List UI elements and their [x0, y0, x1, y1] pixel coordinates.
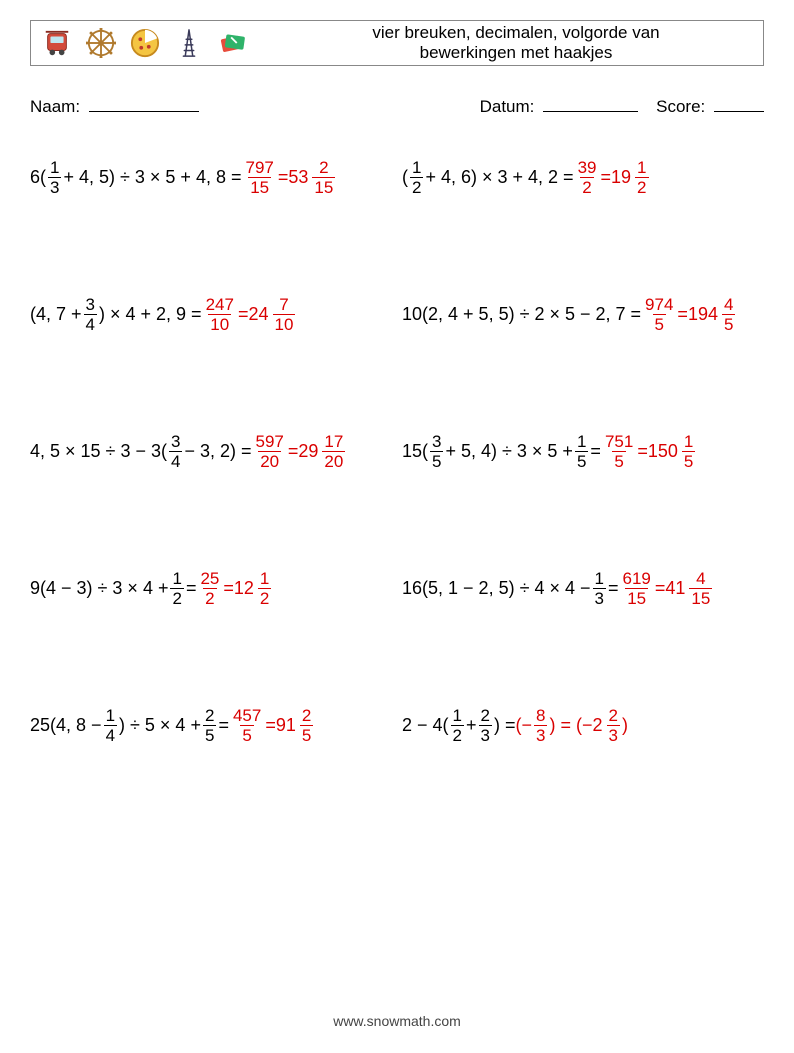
expression: (12 + 4, 6) × 3 + 4, 2 = — [402, 159, 574, 196]
expression: (4, 7 + 34) × 4 + 2, 9 = — [30, 296, 202, 333]
problems-grid: 6(13 + 4, 5) ÷ 3 × 5 + 4, 8 = 79715 = 53… — [30, 159, 764, 744]
name-label: Naam: — [30, 97, 80, 116]
fraction: 12 — [410, 159, 423, 196]
tickets-icon — [217, 27, 249, 59]
fraction: 392 — [576, 159, 599, 196]
answer: 392 = 1912 — [574, 159, 651, 196]
pizza-icon — [129, 27, 161, 59]
footer-text: www.snowmath.com — [333, 1013, 461, 1029]
mixed-number: 1912 — [611, 159, 651, 196]
answer: (−83) = (−223) — [516, 707, 628, 744]
answer: 61915 = 41415 — [618, 570, 714, 607]
fraction: 59720 — [253, 433, 285, 470]
problem-3: (4, 7 + 34) × 4 + 2, 9 = 24710 = 24710 — [30, 296, 392, 333]
eiffel-icon — [173, 27, 205, 59]
expression: 2 − 4(12 + 23) = — [402, 707, 516, 744]
fraction: 15 — [575, 433, 588, 470]
answer: 252 = 1212 — [196, 570, 273, 607]
fraction: 13 — [48, 159, 61, 196]
wheel-icon — [85, 27, 117, 59]
footer: www.snowmath.com — [0, 1013, 794, 1029]
tram-icon — [41, 27, 73, 59]
answer: 79715 = 53215 — [241, 159, 337, 196]
title-line-1: vier breuken, decimalen, volgorde van — [372, 23, 659, 42]
fraction: 34 — [169, 433, 182, 470]
name-field: Naam: — [30, 94, 199, 117]
expression: 16(5, 1 − 2, 5) ÷ 4 × 4 − 13 = — [402, 570, 618, 607]
fraction: 61915 — [620, 570, 652, 607]
fraction: 14 — [104, 707, 117, 744]
header-box: vier breuken, decimalen, volgorde van be… — [30, 20, 764, 66]
title-line-2: bewerkingen met haakjes — [420, 43, 613, 62]
problem-2: (12 + 4, 6) × 3 + 4, 2 = 392 = 1912 — [402, 159, 764, 196]
fraction: 252 — [198, 570, 221, 607]
score-field: Score: — [656, 94, 764, 117]
meta-row: Naam: Datum: Score: — [30, 94, 764, 117]
problem-7: 9(4 − 3) ÷ 3 × 4 + 12 = 252 = 1212 — [30, 570, 392, 607]
mixed-number: 9125 — [276, 707, 316, 744]
problem-1: 6(13 + 4, 5) ÷ 3 × 5 + 4, 8 = 79715 = 53… — [30, 159, 392, 196]
mixed-number: 1212 — [234, 570, 274, 607]
expression: 6(13 + 4, 5) ÷ 3 × 5 + 4, 8 = — [30, 159, 241, 196]
fraction: 35 — [430, 433, 443, 470]
score-label: Score: — [656, 97, 705, 116]
fraction: 12 — [170, 570, 183, 607]
mixed-number: 291720 — [298, 433, 347, 470]
answer: 59720 = 291720 — [251, 433, 347, 470]
mixed-number: 223 — [593, 707, 622, 744]
fraction: 24710 — [204, 296, 236, 333]
mixed-number: 24710 — [248, 296, 297, 333]
name-blank[interactable] — [89, 94, 199, 112]
fraction: 23 — [479, 707, 492, 744]
fraction: 4575 — [231, 707, 263, 744]
expression: 4, 5 × 15 ÷ 3 − 3(34 − 3, 2) = — [30, 433, 251, 470]
fraction: 9745 — [643, 296, 675, 333]
fraction: 34 — [84, 296, 97, 333]
mixed-number: 15015 — [648, 433, 698, 470]
date-label: Datum: — [480, 97, 535, 116]
fraction: 79715 — [243, 159, 275, 196]
expression: 9(4 − 3) ÷ 3 × 4 + 12 = — [30, 570, 196, 607]
mixed-number: 53215 — [288, 159, 337, 196]
problem-5: 4, 5 × 15 ÷ 3 − 3(34 − 3, 2) = 59720 = 2… — [30, 433, 392, 470]
answer: 7515 = 15015 — [601, 433, 697, 470]
mixed-number: 19445 — [688, 296, 738, 333]
date-field: Datum: — [480, 94, 639, 117]
fraction: 25 — [203, 707, 216, 744]
header-icons — [41, 27, 249, 59]
problem-10: 2 − 4(12 + 23) = (−83) = (−223) — [402, 707, 764, 744]
fraction: 7515 — [603, 433, 635, 470]
answer: 24710 = 24710 — [202, 296, 298, 333]
worksheet-title: vier breuken, decimalen, volgorde van be… — [249, 23, 753, 64]
expression: 25(4, 8 − 14) ÷ 5 × 4 + 25 = — [30, 707, 229, 744]
expression: 10(2, 4 + 5, 5) ÷ 2 × 5 − 2, 7 = — [402, 304, 641, 325]
score-blank[interactable] — [714, 94, 764, 112]
problem-4: 10(2, 4 + 5, 5) ÷ 2 × 5 − 2, 7 = 9745 = … — [402, 296, 764, 333]
problem-8: 16(5, 1 − 2, 5) ÷ 4 × 4 − 13 = 61915 = 4… — [402, 570, 764, 607]
mixed-number: 41415 — [665, 570, 714, 607]
fraction: 13 — [593, 570, 606, 607]
answer: 4575 = 9125 — [229, 707, 315, 744]
problem-9: 25(4, 8 − 14) ÷ 5 × 4 + 25 = 4575 = 9125 — [30, 707, 392, 744]
answer: 9745 = 19445 — [641, 296, 737, 333]
worksheet-page: vier breuken, decimalen, volgorde van be… — [0, 0, 794, 1053]
expression: 15(35 + 5, 4) ÷ 3 × 5 + 15 = — [402, 433, 601, 470]
problem-6: 15(35 + 5, 4) ÷ 3 × 5 + 15 = 7515 = 1501… — [402, 433, 764, 470]
date-blank[interactable] — [543, 94, 638, 112]
fraction: 83 — [534, 707, 547, 744]
fraction: 12 — [451, 707, 464, 744]
